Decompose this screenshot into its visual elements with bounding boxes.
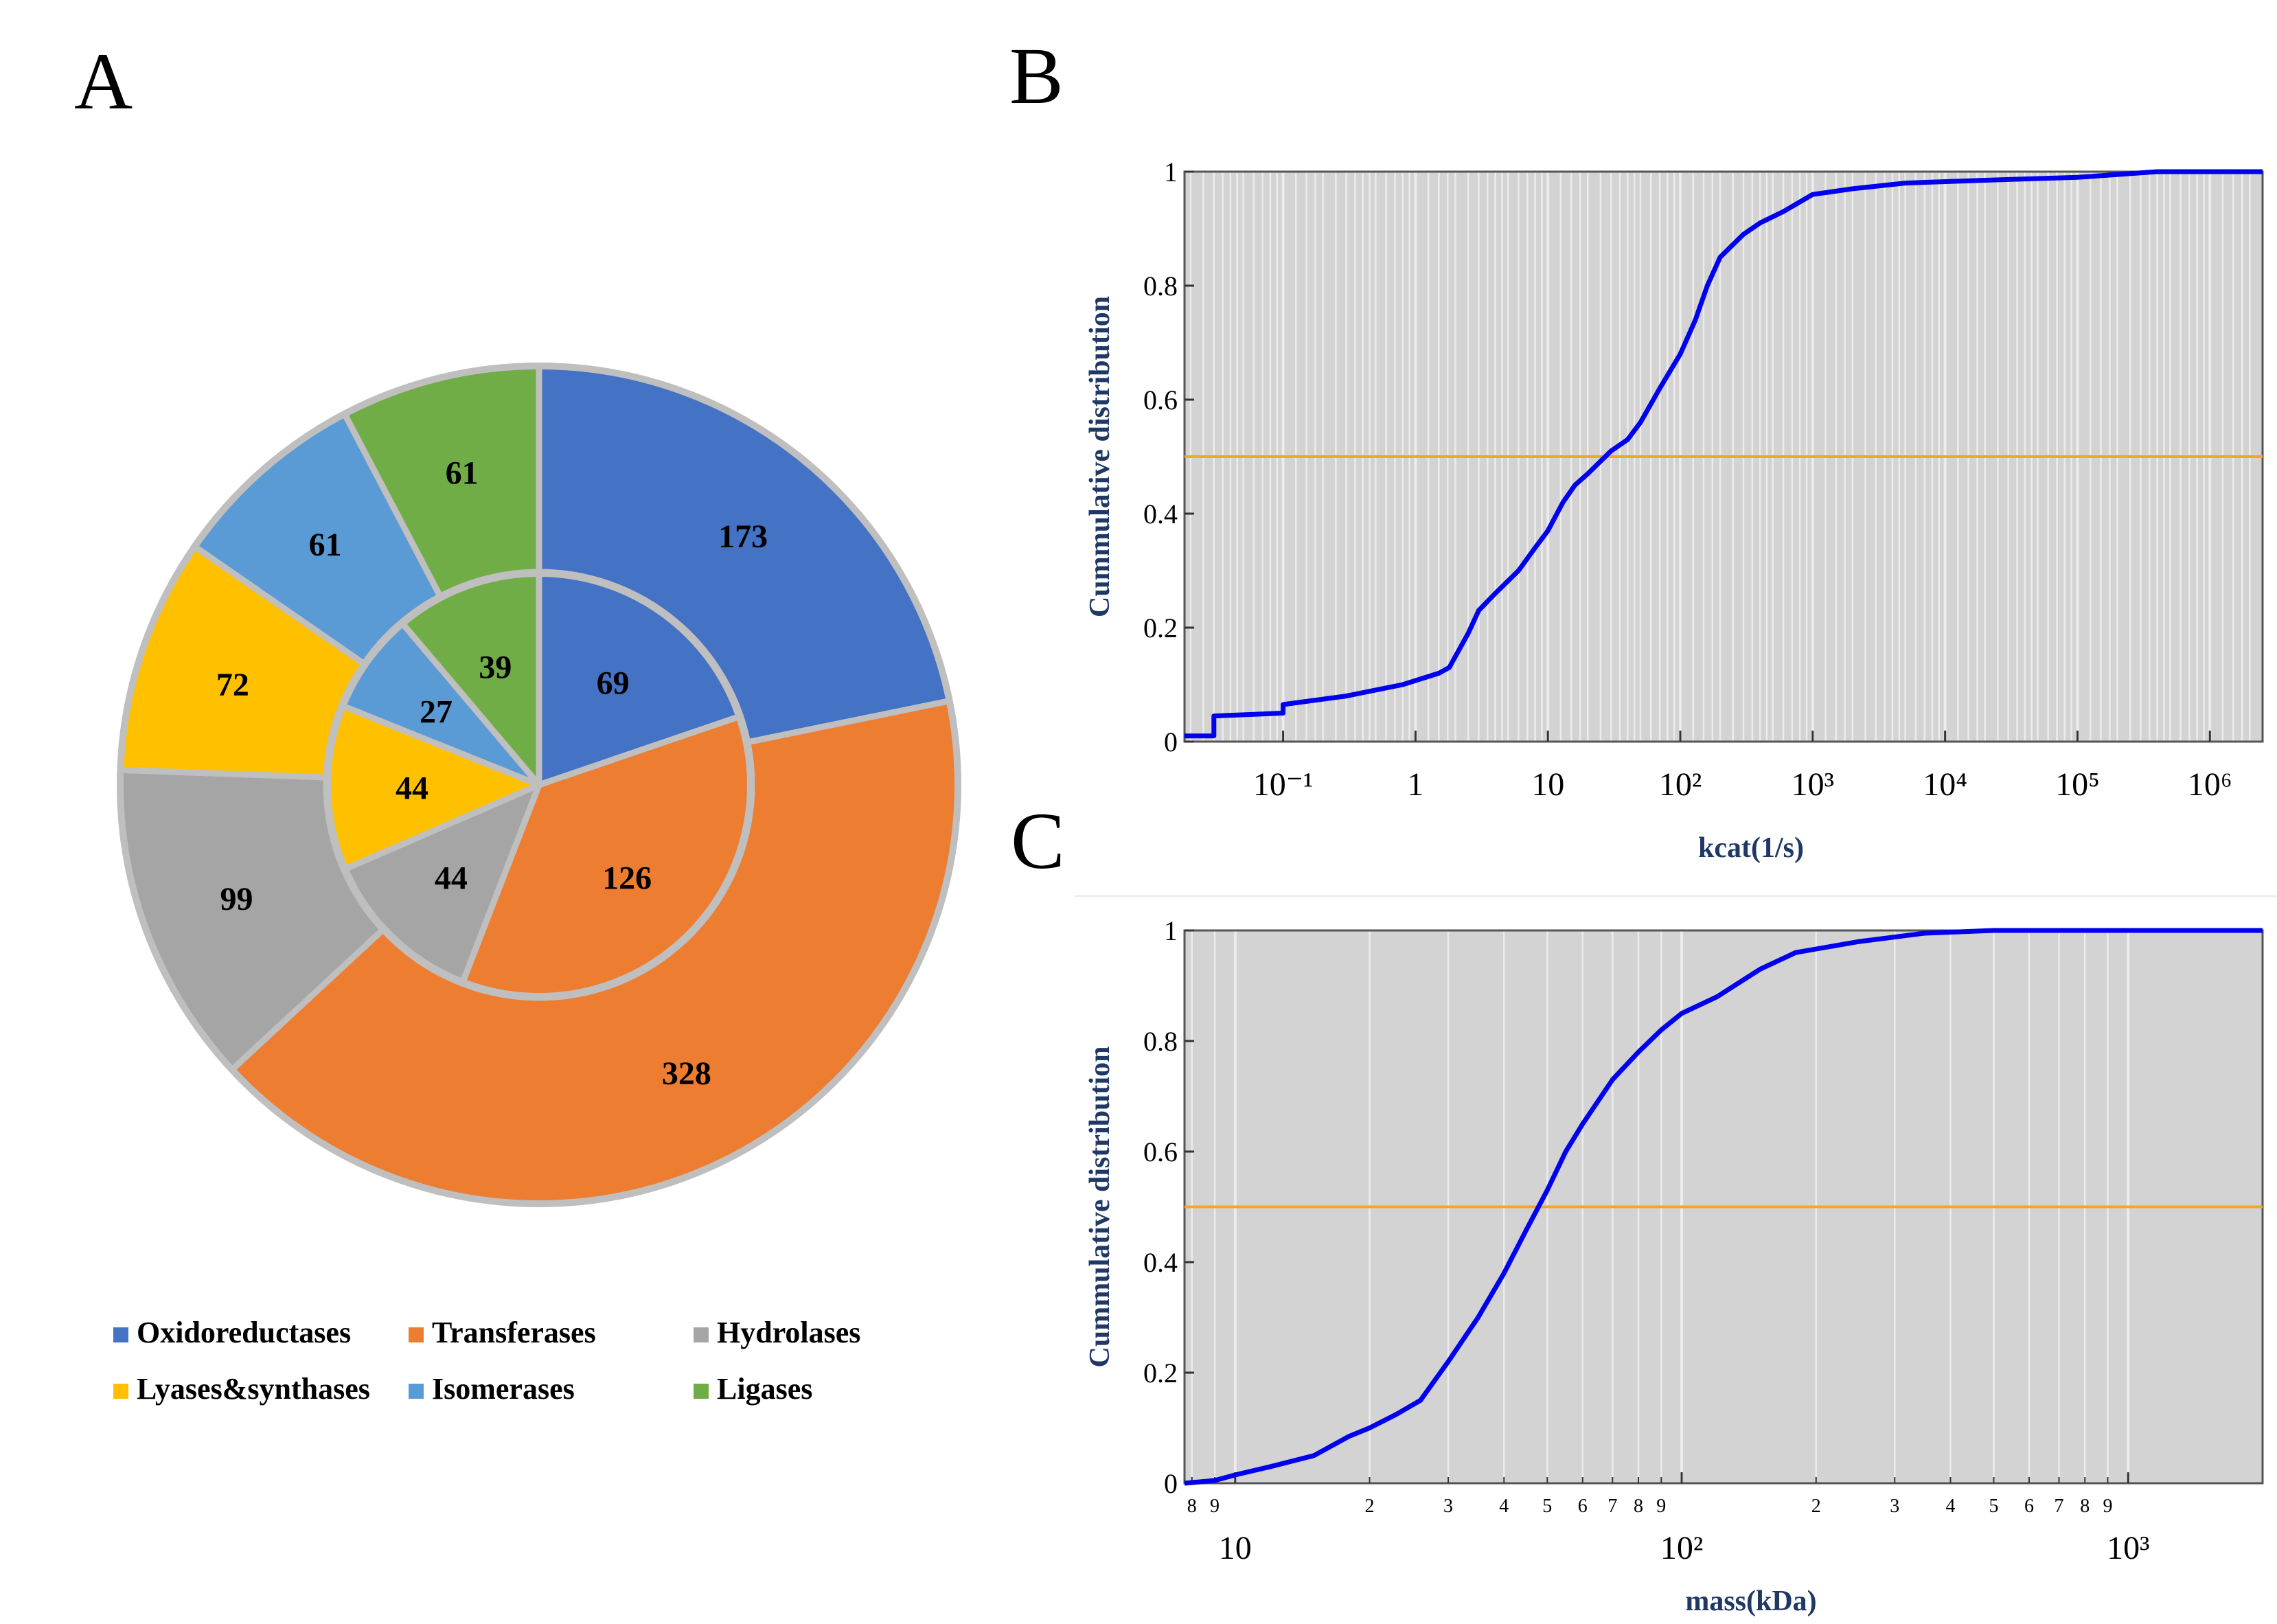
x-minor-tick-label: 9 [1656,1496,1666,1517]
inner-ring-border [324,570,754,1000]
x-minor-tick-label: 9 [2103,1496,2113,1517]
x-axis-label: kcat(1/s) [1698,832,1804,864]
inner-ring-label-lyases-synthases: 44 [396,770,428,806]
x-minor-tick-label: 5 [1989,1496,1999,1517]
x-tick-label: 10² [1659,766,1702,803]
legend-label-lyases-synthases: Lyases&synthases [137,1372,370,1406]
x-minor-tick-label: 5 [1542,1496,1552,1517]
y-tick-label: 0.2 [1143,1358,1178,1388]
x-tick-label: 10 [1219,1530,1252,1566]
x-minor-tick-label: 8 [2080,1496,2090,1517]
y-tick-label: 0 [1164,727,1178,757]
legend-swatch-hydrolases [694,1327,709,1342]
x-minor-tick-label: 8 [1187,1496,1197,1517]
legend-swatch-transferases [409,1327,424,1342]
x-minor-tick-label: 3 [1890,1496,1899,1517]
inner-ring-label-isomerases: 27 [420,694,453,731]
donut-legend: Oxidoreductases Transferases Hydrolases Lya… [113,1316,860,1406]
legend-swatch-ligases [694,1384,709,1399]
x-minor-tick-label: 8 [1634,1496,1643,1517]
x-minor-tick-label: 2 [1365,1496,1375,1517]
legend-label-transferases: Transferases [432,1316,596,1349]
x-tick-label: 10 [1531,766,1564,803]
x-tick-label: 10⁶ [2188,766,2232,803]
y-tick-label: 1 [1164,157,1178,187]
x-minor-tick-label: 4 [1946,1496,1956,1517]
x-minor-tick-label: 2 [1811,1496,1821,1517]
x-minor-tick-label: 6 [2024,1496,2034,1517]
x-tick-label: 10³ [1792,766,1834,803]
outer-ring-border [117,363,961,1207]
legend-label-isomerases: Isomerases [432,1372,575,1406]
inner-ring-label-ligases: 39 [479,649,512,685]
legend-label-oxidoreductases: Oxidoreductases [137,1316,351,1349]
y-tick-label: 0 [1164,1468,1178,1499]
y-axis-label: Cummulative distribution [1084,1047,1116,1368]
x-minor-tick-label: 3 [1443,1496,1453,1517]
legend-swatch-isomerases [409,1384,424,1399]
y-axis-label: Cummulative distribution [1084,296,1116,617]
cdf-curve [1185,169,2263,739]
panel-letter-a: A [74,36,133,126]
panel-letter-c: C [1011,796,1065,886]
legend-swatch-lyases-synthases [113,1384,128,1399]
outer-ring-label-lyases-synthases: 72 [216,667,249,703]
x-minor-tick-label: 9 [1210,1496,1220,1517]
inner-ring-label-hydrolases: 44 [435,860,468,896]
y-tick-label: 0.6 [1143,385,1178,415]
outer-ring-label-oxidoreductases: 173 [718,518,768,555]
y-tick-label: 0.8 [1143,271,1178,301]
y-tick-label: 0.8 [1143,1026,1178,1057]
outer-ring-label-hydrolases: 99 [220,881,253,917]
outer-ring-label-transferases: 328 [662,1055,711,1092]
x-tick-label: 10³ [2107,1530,2149,1566]
x-tick-label: 10² [1660,1530,1703,1566]
cdf-curve [1184,928,2263,1486]
legend-label-ligases: Ligases [717,1372,812,1406]
inner-ring-label-transferases: 126 [602,860,652,896]
legend-label-hydrolases: Hydrolases [717,1316,860,1349]
y-tick-label: 0.6 [1143,1136,1178,1167]
x-tick-label: 10⁻¹ [1253,766,1314,803]
y-tick-label: 0.4 [1143,1247,1178,1278]
x-minor-tick-label: 4 [1499,1496,1509,1517]
y-tick-label: 1 [1164,915,1178,946]
kcat-cdf-plot: 0 0.2 0.4 0.6 0.8 1 10⁻¹ 1 10 10² 10³ 10⁴ 10⁵ 10⁶ kcat… [1084,157,2264,864]
x-minor-tick-label: 7 [2055,1496,2064,1517]
outer-ring-label-isomerases: 61 [309,527,342,563]
x-tick-label: 10⁴ [1923,766,1967,803]
x-tick-label: 1 [1407,766,1423,803]
y-tick-label: 0.2 [1143,613,1178,643]
outer-ring-label-ligases: 61 [446,455,479,492]
x-axis-label: mass(kDa) [1685,1586,1816,1617]
inner-ring-label-oxidoreductases: 69 [597,665,630,702]
legend-swatch-oxidoreductases [113,1327,128,1342]
x-minor-tick-label: 7 [1607,1496,1617,1517]
panel-letter-b: B [1009,31,1064,121]
donut-chart: 173 328 99 72 61 61 69 126 44 44 27 39 [117,363,961,1207]
x-minor-tick-label: 6 [1578,1496,1588,1517]
y-tick-label: 0.4 [1143,499,1178,529]
x-tick-label: 10⁵ [2055,766,2100,803]
